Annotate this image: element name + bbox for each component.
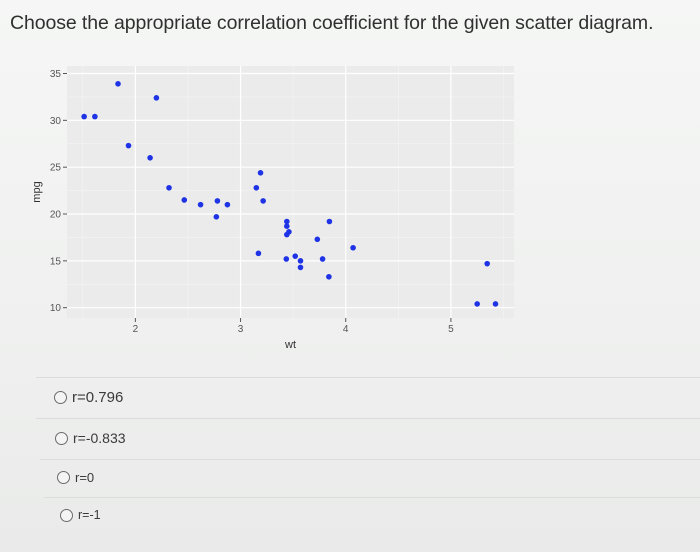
data-point <box>326 218 333 225</box>
option-r-neg1[interactable]: r=-1 <box>60 508 101 522</box>
data-point <box>319 256 326 262</box>
scatter-chart: 10 15 20 25 30 35 2 3 4 5 wt mpg <box>31 66 514 351</box>
question-text: Choose the appropriate correlation coeff… <box>10 12 654 34</box>
data-point <box>125 142 132 149</box>
data-point <box>257 169 264 176</box>
data-point <box>474 301 480 307</box>
data-point <box>314 236 321 243</box>
radio-button[interactable] <box>57 471 70 484</box>
data-point <box>92 113 98 120</box>
data-point <box>253 184 260 191</box>
data-point <box>255 250 262 257</box>
data-point <box>284 218 290 225</box>
data-point <box>284 223 290 229</box>
data-point <box>81 113 87 120</box>
divider <box>40 459 700 460</box>
x-tick-label: 5 <box>448 324 454 335</box>
x-tick-label: 4 <box>343 324 349 335</box>
y-axis-title: mpg <box>31 181 43 202</box>
data-point <box>297 258 304 264</box>
data-point <box>153 95 160 101</box>
option-label: r=-1 <box>78 508 101 522</box>
data-point <box>213 214 220 220</box>
data-point <box>492 301 499 307</box>
data-point <box>197 201 204 208</box>
option-r-0[interactable]: r=0 <box>57 470 94 485</box>
plot-panel <box>67 66 514 318</box>
divider <box>36 377 700 378</box>
radio-button[interactable] <box>60 508 73 522</box>
divider <box>44 497 700 498</box>
radio-button[interactable] <box>54 391 67 404</box>
option-label: r=0.796 <box>72 389 124 406</box>
data-point <box>115 80 121 87</box>
option-r-0796[interactable]: r=0.796 <box>54 389 123 406</box>
y-tick-label: 30 <box>50 116 62 127</box>
y-tick-label: 10 <box>50 303 62 314</box>
data-point <box>224 201 231 208</box>
x-axis-title: wt <box>284 339 296 351</box>
data-point <box>326 273 332 280</box>
data-point <box>214 198 221 204</box>
divider <box>36 418 700 419</box>
data-point <box>283 256 290 262</box>
option-label: r=-0.833 <box>73 430 126 446</box>
data-point <box>350 244 356 251</box>
x-tick-label: 2 <box>133 324 139 335</box>
data-point <box>260 198 266 204</box>
option-r-neg0833[interactable]: r=-0.833 <box>55 430 126 446</box>
y-tick-label: 15 <box>50 256 62 267</box>
data-point <box>292 253 299 259</box>
data-point <box>284 231 290 238</box>
y-tick-label: 35 <box>50 69 62 80</box>
data-point <box>297 264 304 271</box>
data-point <box>181 197 188 203</box>
y-tick-label: 20 <box>50 210 62 221</box>
y-tick-label: 25 <box>50 163 62 174</box>
data-point <box>166 184 172 191</box>
data-point <box>484 260 490 267</box>
data-point <box>147 155 153 161</box>
radio-button[interactable] <box>55 431 68 445</box>
option-label: r=0 <box>75 470 95 485</box>
x-tick-label: 3 <box>238 324 244 335</box>
